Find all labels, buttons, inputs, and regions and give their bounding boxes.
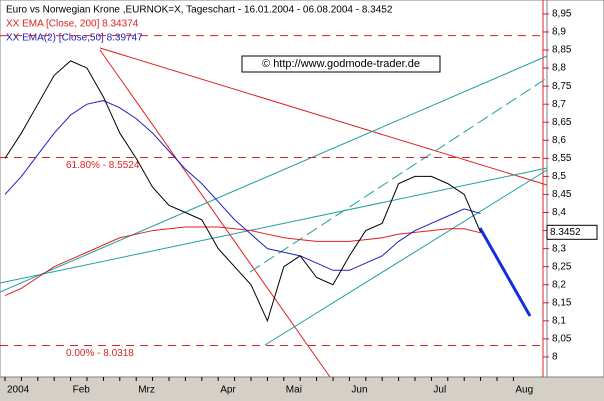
series-line: [4, 60, 482, 323]
x-tick-label: Feb: [73, 385, 91, 396]
y-tick-label: 8,7: [552, 99, 566, 110]
fib-label: 0.00% - 8.0318: [66, 348, 134, 359]
chart-title: Euro vs Norwegian Krone ,EURNOK=X, Tages…: [6, 5, 393, 16]
y-tick-label: 8,3: [552, 243, 566, 254]
trendline: [99, 47, 548, 186]
last-price: 8.3452: [550, 227, 581, 238]
y-tick-label: 8,4: [552, 207, 566, 218]
y-tick-label: 8: [552, 352, 558, 363]
y-tick-label: 8,6: [552, 135, 566, 146]
y-tick-label: 8,8: [552, 63, 566, 74]
y-tick-label: 8,5: [552, 171, 566, 182]
series-line: [4, 100, 481, 271]
forecast-arrow: [478, 227, 532, 317]
y-tick-label: 8,1: [552, 315, 566, 326]
y-tick-label: 8,85: [552, 45, 572, 56]
y-tick-label: 8,45: [552, 189, 572, 200]
trendline: [99, 49, 331, 378]
x-tick-label: Apr: [220, 385, 236, 396]
legend-entry: XX EMA(2) [Close,50] 8.39747: [6, 33, 143, 44]
y-tick-label: 8,9: [552, 27, 566, 38]
x-tick-label: Mai: [286, 385, 302, 396]
y-tick-label: 8,25: [552, 261, 572, 272]
y-tick-label: 8,95: [552, 9, 572, 20]
y-tick-label: 8,15: [552, 297, 572, 308]
y-tick-label: 8,75: [552, 81, 572, 92]
x-tick-label: Jul: [433, 385, 446, 396]
trendline: [264, 169, 548, 346]
x-tick-label: Aug: [515, 385, 533, 396]
fib-label: 61.80% - 8.5524: [66, 160, 140, 171]
y-tick-label: 8,65: [552, 117, 572, 128]
y-tick-label: 8,55: [552, 153, 572, 164]
x-tick-label: 2004: [7, 385, 30, 396]
last-price-box: [546, 224, 598, 240]
x-tick-label: Jun: [351, 385, 367, 396]
legend-entry: XX EMA [Close, 200] 8.34374: [6, 19, 139, 30]
watermark-box: [241, 55, 441, 73]
y-tick-label: 8,2: [552, 279, 566, 290]
series-line: [4, 226, 481, 297]
y-axis-area: [546, 0, 604, 378]
trendline: [0, 167, 548, 284]
watermark: © http://www.godmode-trader.de: [262, 58, 420, 70]
y-tick-label: 8,05: [552, 334, 572, 345]
trendline: [0, 55, 548, 293]
x-tick-label: Mrz: [138, 385, 155, 396]
